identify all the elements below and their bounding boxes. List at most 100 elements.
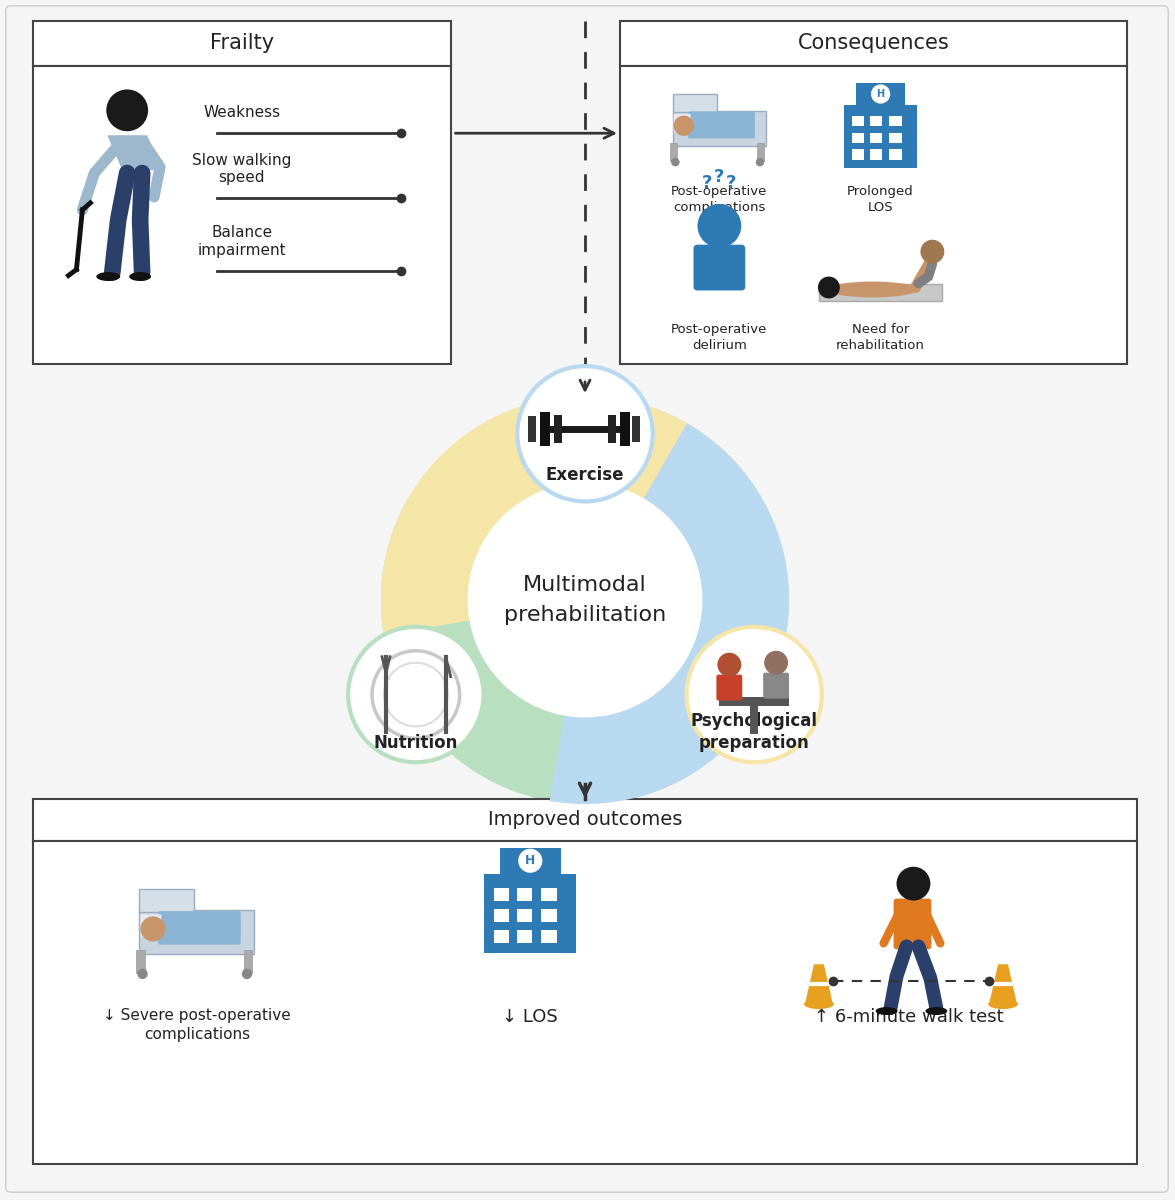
Text: H: H: [525, 854, 536, 868]
Bar: [33, 66, 451, 364]
Bar: [871, 116, 882, 126]
FancyBboxPatch shape: [693, 245, 745, 290]
Ellipse shape: [875, 1007, 898, 1015]
Circle shape: [137, 968, 148, 979]
FancyBboxPatch shape: [159, 911, 241, 944]
Text: ↑ 6-minute walk test: ↑ 6-minute walk test: [813, 1008, 1003, 1026]
Circle shape: [518, 848, 543, 872]
Wedge shape: [550, 424, 790, 804]
Circle shape: [698, 204, 741, 247]
Bar: [852, 116, 864, 126]
Bar: [607, 415, 616, 443]
Polygon shape: [107, 136, 162, 170]
Text: Multimodal
prehabilitation: Multimodal prehabilitation: [504, 575, 666, 625]
Bar: [719, 696, 790, 707]
Circle shape: [920, 240, 945, 264]
Ellipse shape: [926, 1007, 947, 1015]
Circle shape: [718, 653, 741, 677]
Circle shape: [756, 158, 764, 167]
Text: Weakness: Weakness: [203, 106, 280, 120]
Ellipse shape: [129, 272, 152, 281]
Circle shape: [517, 366, 652, 502]
Bar: [33, 841, 1137, 1164]
Circle shape: [348, 626, 483, 762]
Bar: [140, 910, 254, 954]
Bar: [529, 416, 536, 442]
FancyBboxPatch shape: [893, 899, 932, 949]
Bar: [495, 888, 510, 901]
Circle shape: [141, 917, 166, 942]
Text: ?: ?: [703, 174, 712, 192]
Bar: [244, 950, 253, 973]
Text: Psychological
preparation: Psychological preparation: [691, 712, 818, 752]
FancyBboxPatch shape: [689, 112, 754, 138]
Circle shape: [372, 650, 459, 738]
Bar: [673, 110, 766, 146]
Bar: [517, 888, 532, 901]
Text: ?: ?: [726, 174, 737, 192]
Text: ↓ Severe post-operative
complications: ↓ Severe post-operative complications: [103, 1008, 290, 1042]
Bar: [844, 104, 918, 168]
Text: ?: ?: [714, 168, 725, 186]
Polygon shape: [989, 965, 1016, 1004]
Circle shape: [871, 84, 891, 103]
Text: Need for
rehabilitation: Need for rehabilitation: [837, 323, 925, 353]
Bar: [495, 930, 510, 943]
Bar: [33, 20, 451, 66]
Circle shape: [106, 90, 148, 131]
Bar: [871, 132, 882, 143]
Text: ↓ LOS: ↓ LOS: [503, 1008, 558, 1026]
Text: Exercise: Exercise: [545, 466, 624, 484]
Bar: [871, 149, 882, 160]
Bar: [852, 132, 864, 143]
Text: Consequences: Consequences: [798, 34, 949, 53]
Bar: [542, 888, 557, 901]
Ellipse shape: [828, 282, 918, 298]
Ellipse shape: [804, 1000, 834, 1009]
Text: Balance
impairment: Balance impairment: [197, 226, 286, 258]
Bar: [857, 84, 905, 108]
Ellipse shape: [988, 1000, 1018, 1009]
FancyBboxPatch shape: [717, 674, 743, 701]
Circle shape: [897, 866, 931, 900]
Bar: [670, 143, 677, 161]
Bar: [542, 930, 557, 943]
Bar: [620, 66, 1128, 364]
Circle shape: [686, 626, 821, 762]
Bar: [889, 132, 901, 143]
Text: Improved outcomes: Improved outcomes: [488, 810, 683, 829]
Circle shape: [671, 158, 679, 167]
Circle shape: [818, 276, 840, 299]
Text: Prolonged
LOS: Prolonged LOS: [847, 185, 914, 214]
Bar: [852, 149, 864, 160]
FancyBboxPatch shape: [673, 114, 691, 132]
Text: Frailty: Frailty: [209, 34, 274, 53]
Bar: [889, 149, 901, 160]
FancyBboxPatch shape: [6, 6, 1168, 1192]
Bar: [140, 889, 194, 912]
FancyBboxPatch shape: [141, 914, 161, 937]
Bar: [484, 874, 576, 953]
Bar: [620, 412, 630, 445]
Bar: [889, 116, 901, 126]
Bar: [499, 847, 560, 878]
Circle shape: [468, 482, 703, 718]
Bar: [517, 908, 532, 922]
Text: Post-operative
delirium: Post-operative delirium: [671, 323, 767, 353]
Text: Post-operative
complications: Post-operative complications: [671, 185, 767, 214]
Bar: [136, 950, 145, 973]
Text: H: H: [877, 89, 885, 100]
Bar: [673, 94, 717, 113]
Bar: [540, 412, 550, 445]
Bar: [758, 143, 764, 161]
Bar: [632, 416, 639, 442]
Wedge shape: [585, 408, 790, 804]
Bar: [620, 20, 1128, 66]
Bar: [555, 415, 562, 443]
Bar: [495, 908, 510, 922]
Bar: [542, 908, 557, 922]
Circle shape: [673, 115, 694, 136]
Circle shape: [764, 650, 788, 674]
Wedge shape: [381, 498, 716, 804]
Circle shape: [242, 968, 253, 979]
